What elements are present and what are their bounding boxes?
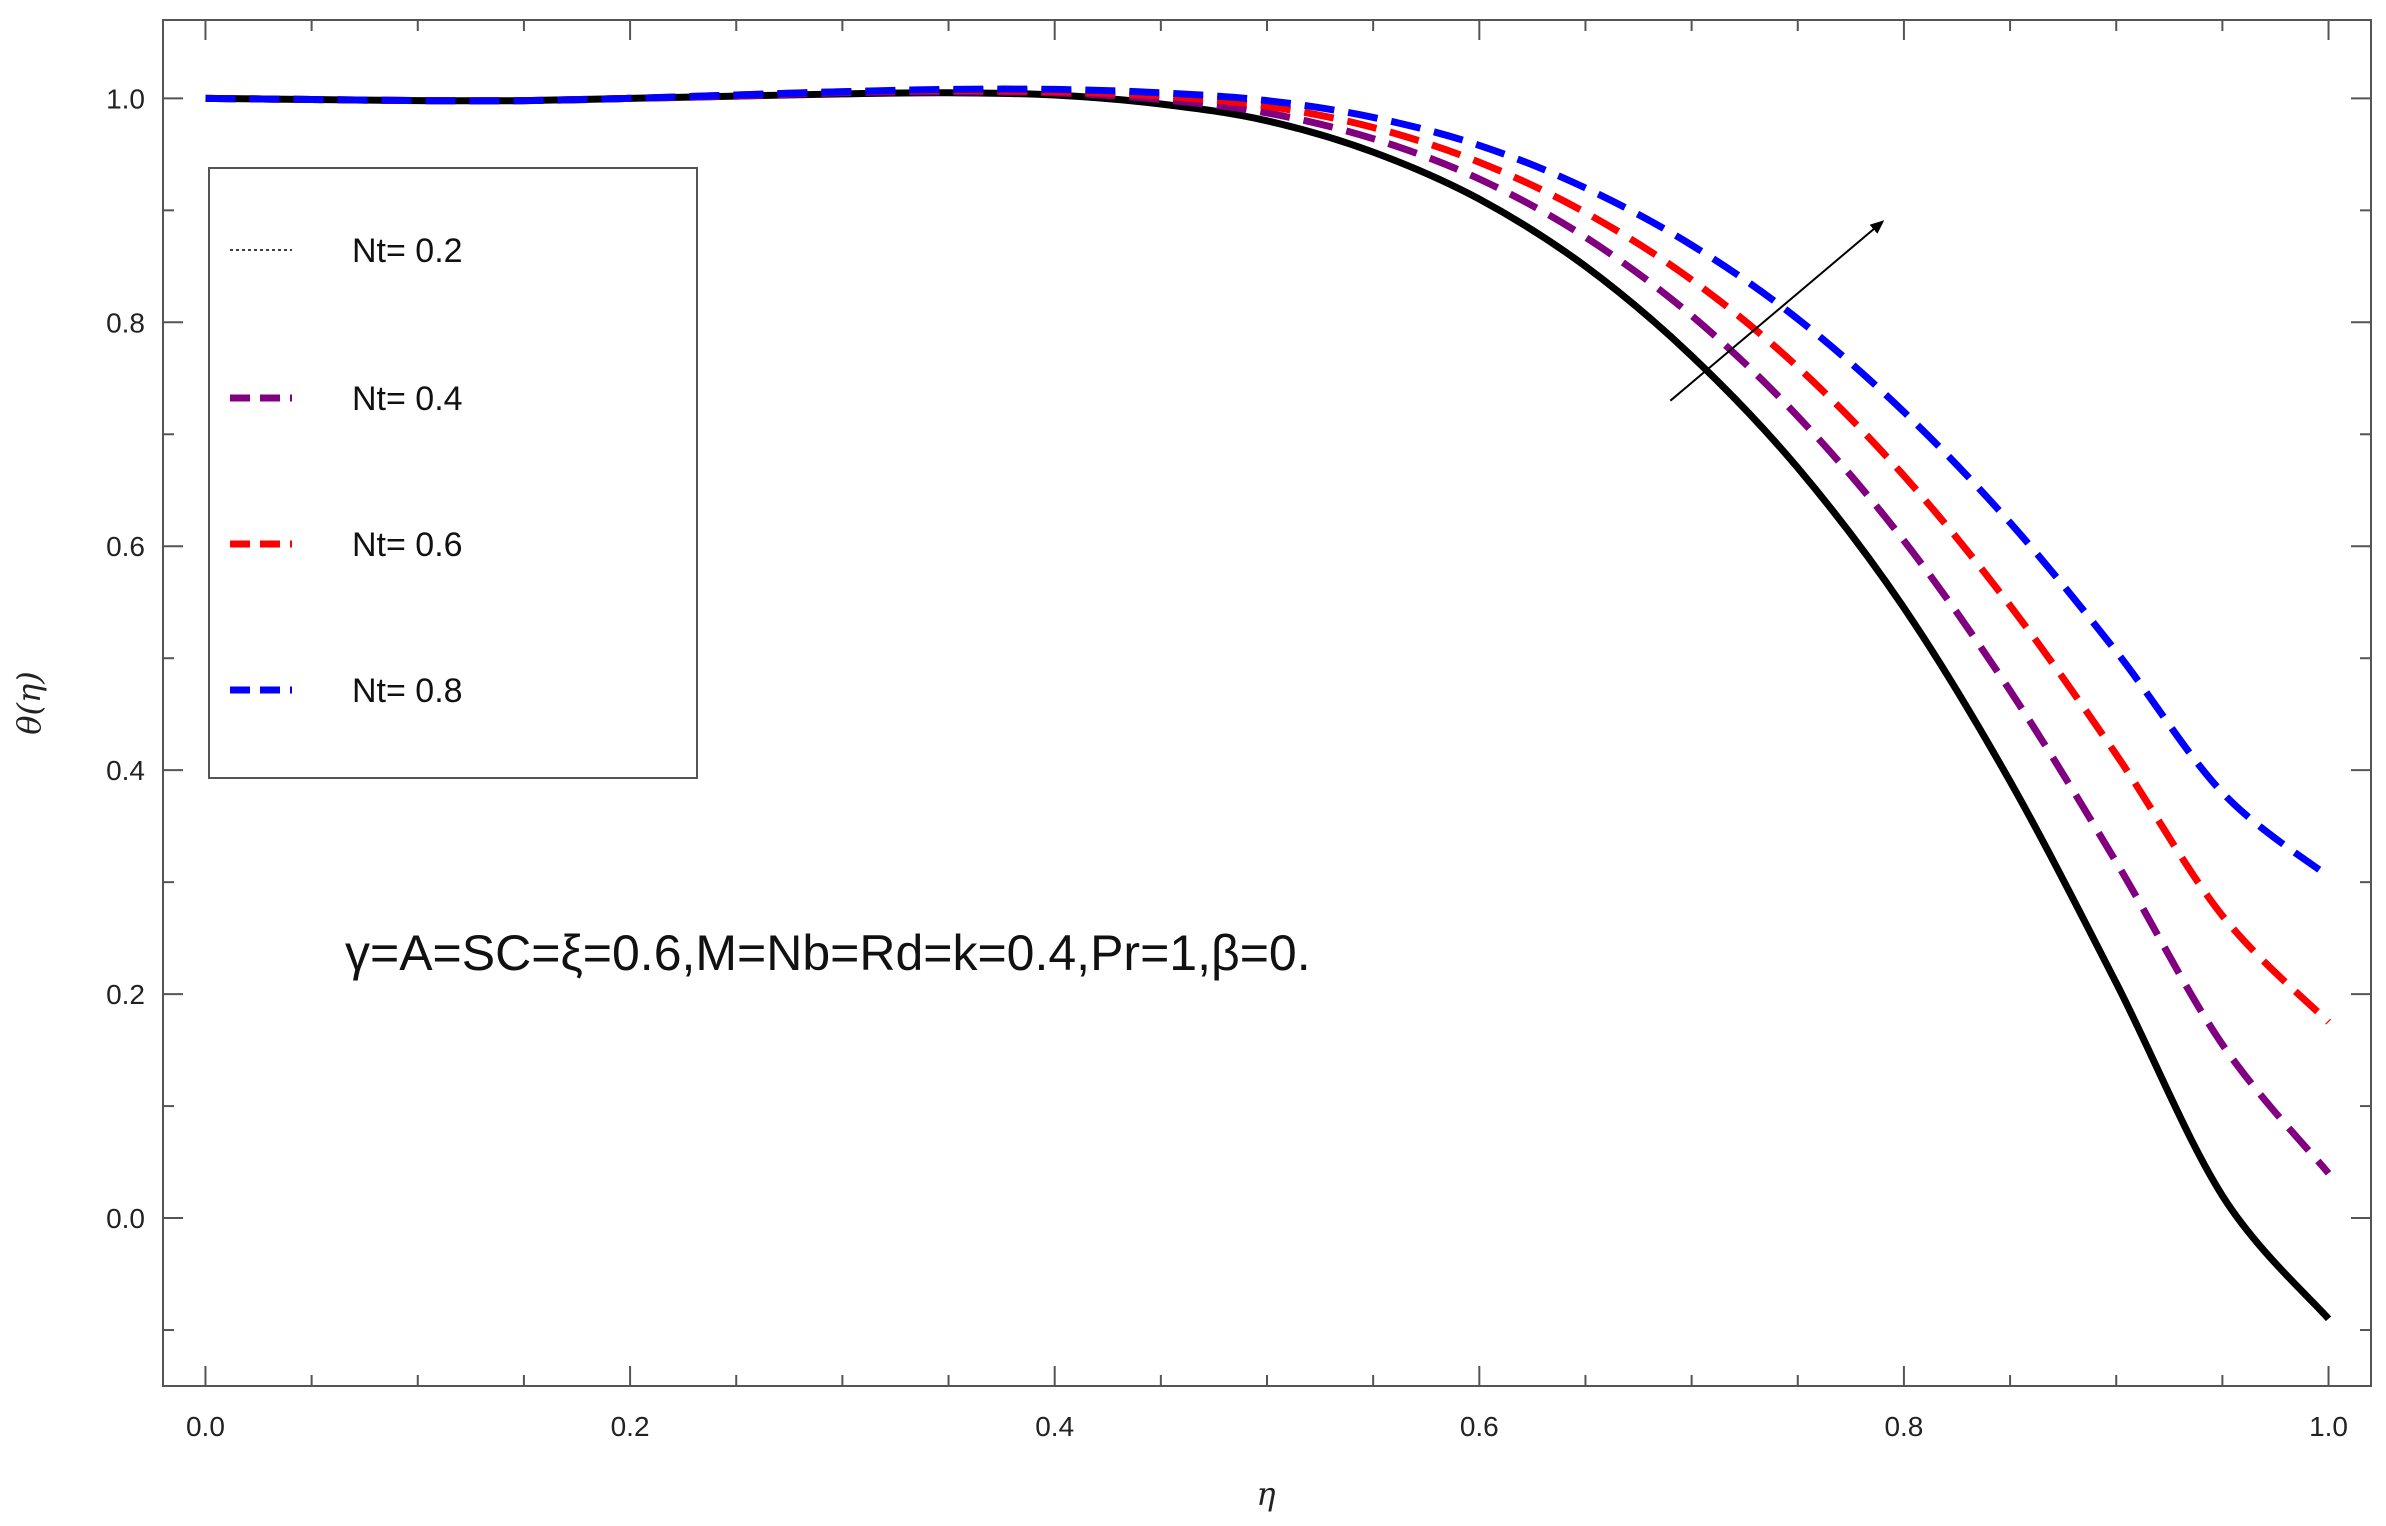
trend-arrow (1669, 220, 1885, 402)
x-tick-label: 1.0 (2309, 1411, 2348, 1442)
legend-box (208, 167, 698, 779)
series-line-1 (205, 89, 2332, 1322)
legend-label-2: Nt= 0.4 (352, 380, 463, 418)
series-line-4 (205, 85, 2331, 880)
y-tick-label: 0.2 (106, 979, 145, 1010)
axis-tick-labels: 0.0 0.2 0.4 0.6 0.8 1.0 0.0 0.2 0.4 0.6 0.8 1.0 (106, 83, 2348, 1442)
x-tick-label: 0.2 (611, 1411, 650, 1442)
legend-label-3: Nt= 0.6 (352, 526, 463, 564)
x-axis-label: η (1256, 1475, 1275, 1513)
legend: Nt= 0.2 Nt= 0.4 Nt= 0.6 Nt= 0.8 (208, 167, 698, 779)
x-tick-label: 0.8 (1884, 1411, 1923, 1442)
x-tick-label: 0.6 (1460, 1411, 1499, 1442)
legend-label-1: Nt= 0.2 (352, 232, 463, 270)
y-tick-label: 0.6 (106, 531, 145, 562)
legend-label-4: Nt= 0.8 (352, 672, 463, 710)
y-tick-label: 0.0 (106, 1203, 145, 1234)
y-tick-label: 1.0 (106, 83, 145, 114)
axis-ticks (163, 20, 2371, 1386)
y-tick-label: 0.4 (106, 755, 145, 786)
y-tick-label: 0.8 (106, 307, 145, 338)
x-tick-label: 0.4 (1035, 1411, 1074, 1442)
series-lines (205, 85, 2332, 1322)
y-axis-label: θ(η) (10, 671, 48, 734)
x-tick-label: 0.0 (186, 1411, 225, 1442)
chart-annotation: γ=A=SC=ξ=0.6,M=Nb=Rd=k=0.4,Pr=1,β=0. (345, 925, 1311, 981)
